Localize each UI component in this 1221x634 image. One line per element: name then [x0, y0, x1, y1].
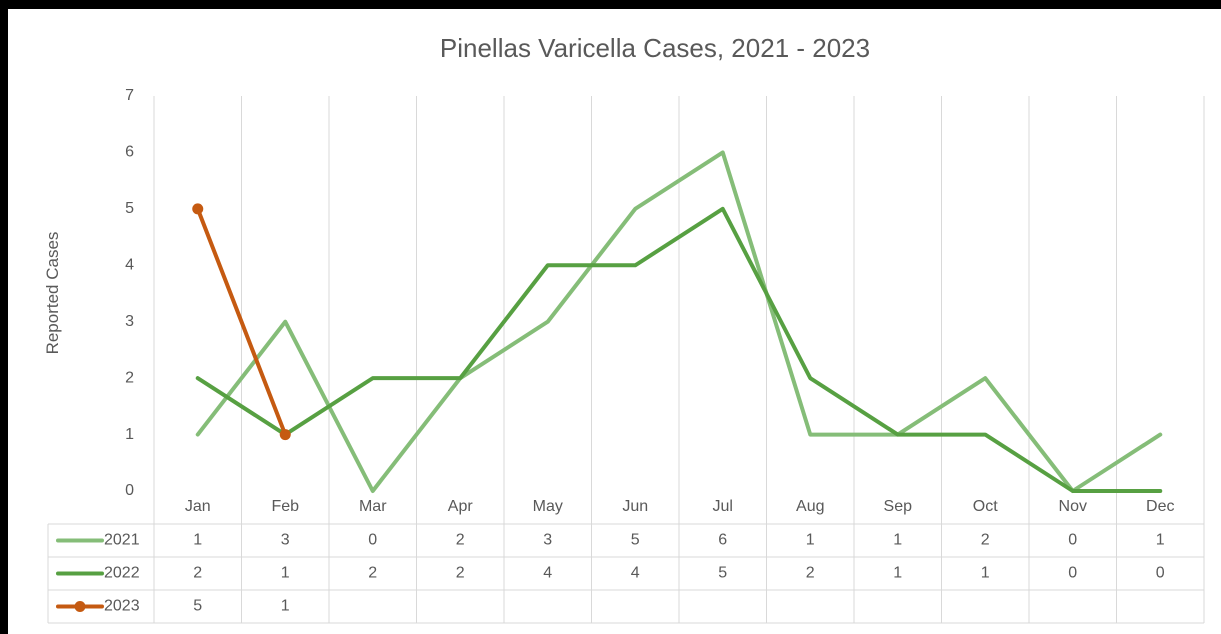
table-cell: 0 — [1068, 532, 1077, 549]
chart-title: Pinellas Varicella Cases, 2021 - 2023 — [439, 33, 871, 63]
chart-frame — [8, 9, 1221, 634]
legend-label: 2023 — [104, 598, 140, 615]
table-cell: 2 — [981, 532, 990, 549]
table-cell: 1 — [1156, 532, 1165, 549]
x-tick-label: May — [533, 498, 563, 515]
y-tick-label: 7 — [125, 87, 134, 104]
table-cell: 2 — [456, 565, 465, 582]
x-tick-label: Jul — [713, 498, 733, 515]
x-tick-label: Sep — [884, 498, 913, 515]
series-line-2022 — [195, 206, 1163, 493]
y-tick-label: 1 — [125, 426, 134, 443]
table-cell: 5 — [193, 598, 202, 615]
legend-label: 2022 — [104, 565, 140, 582]
table-cell: 3 — [281, 532, 290, 549]
data-point-2023 — [192, 203, 204, 215]
data-point-2023 — [279, 429, 291, 441]
table-cell: 1 — [893, 565, 902, 582]
legend-marker-2023 — [74, 601, 86, 612]
y-tick-label: 0 — [125, 482, 134, 499]
x-tick-label: Jun — [622, 498, 648, 515]
y-tick-label: 3 — [125, 313, 134, 330]
x-tick-label: Dec — [1146, 498, 1174, 515]
legend-label: 2021 — [104, 532, 140, 549]
table-cell: 1 — [193, 532, 202, 549]
table-cell: 0 — [1156, 565, 1165, 582]
series-line-2021 — [195, 150, 1163, 493]
y-tick-label: 5 — [125, 200, 134, 217]
y-tick-label: 6 — [125, 144, 134, 161]
table-cell: 3 — [543, 532, 552, 549]
table-cell: 4 — [631, 565, 640, 582]
x-tick-label: Mar — [359, 498, 387, 515]
table-cell: 1 — [281, 565, 290, 582]
table-cell: 2 — [456, 532, 465, 549]
table-cell: 5 — [718, 565, 727, 582]
x-tick-label: Nov — [1059, 498, 1087, 515]
x-tick-label: Aug — [796, 498, 824, 515]
table-cell: 1 — [281, 598, 290, 615]
table-cell: 1 — [981, 565, 990, 582]
table-cell: 2 — [193, 565, 202, 582]
table-cell: 6 — [718, 532, 727, 549]
y-tick-label: 4 — [125, 257, 134, 274]
x-tick-label: Oct — [973, 498, 998, 515]
table-cell: 1 — [893, 532, 902, 549]
x-tick-label: Jan — [185, 498, 211, 515]
table-cell: 2 — [368, 565, 377, 582]
series-line-2023 — [195, 206, 288, 437]
table-cell: 4 — [543, 565, 552, 582]
x-tick-label: Feb — [271, 498, 299, 515]
table-cell: 2 — [806, 565, 815, 582]
table-cell: 0 — [368, 532, 377, 549]
y-tick-label: 2 — [125, 369, 134, 386]
x-tick-label: Apr — [448, 498, 474, 515]
table-cell: 5 — [631, 532, 640, 549]
table-cell: 0 — [1068, 565, 1077, 582]
table-cell: 1 — [806, 532, 815, 549]
